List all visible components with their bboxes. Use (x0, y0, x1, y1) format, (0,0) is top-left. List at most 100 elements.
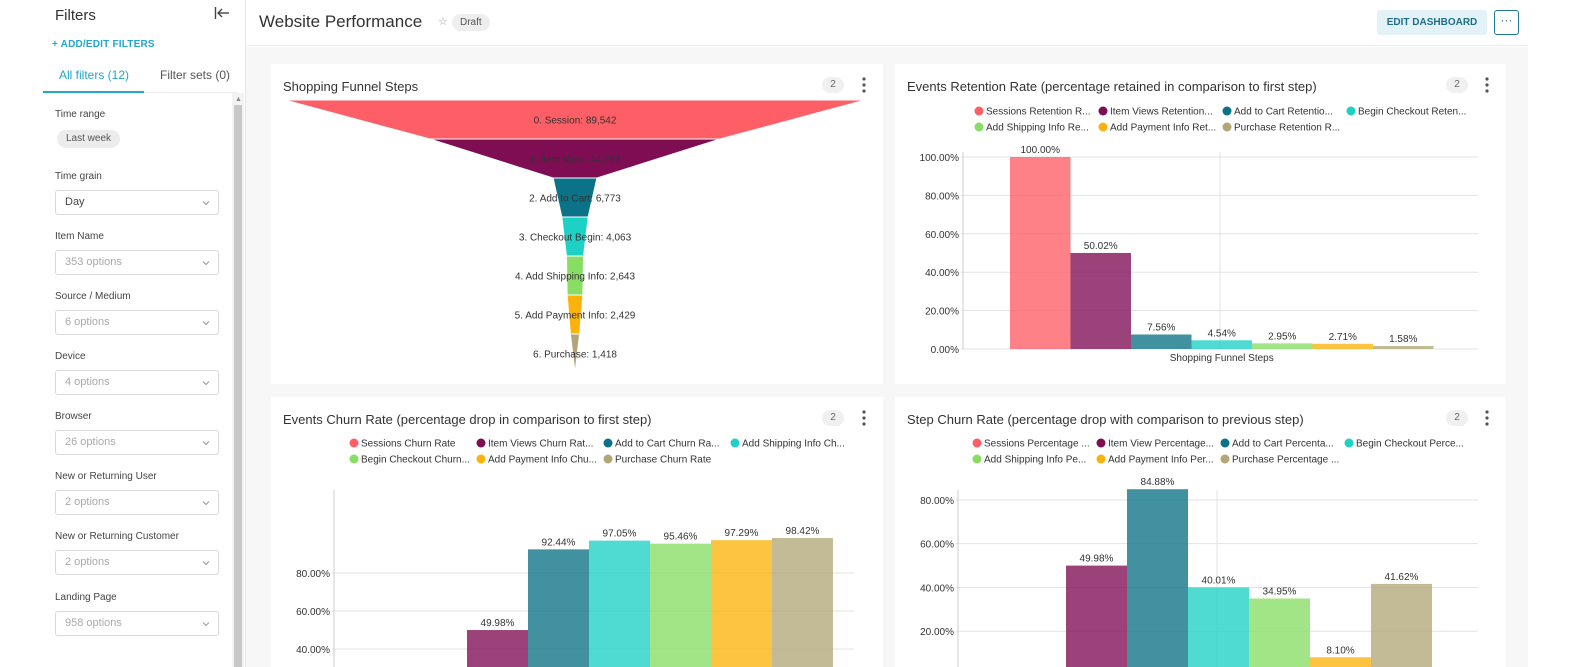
panel-menu-icon[interactable] (1483, 409, 1491, 427)
funnel-chart: 0. Session: 89,542 1. Item View: 44,793 2.… (284, 99, 866, 374)
chevron-down-icon (202, 561, 210, 566)
legend-label: Add Shipping Info Re... (986, 123, 1089, 134)
landing-page-placeholder: 958 options (65, 617, 122, 629)
filter-label-new-returning-user: New or Returning User (55, 471, 157, 482)
bar (1310, 657, 1371, 667)
chevron-down-icon (202, 321, 210, 326)
legend-marker (349, 454, 359, 464)
bar (1010, 157, 1071, 349)
time-range-chip[interactable]: Last week (57, 130, 121, 148)
y-tick-label: 60.00% (925, 230, 959, 241)
y-tick-label: 40.00% (920, 583, 954, 594)
bar (772, 538, 833, 667)
bar-value-label: 98.42% (786, 526, 820, 537)
status-badge: Draft (452, 14, 490, 31)
legend-label: Item View Percentage... (1108, 439, 1214, 450)
x-axis-label: Shopping Funnel Steps (1170, 353, 1274, 364)
right-gutter (1528, 0, 1592, 667)
scrollbar-thumb[interactable] (234, 105, 242, 667)
funnel-label: 1. Item View: 44,793 (530, 155, 621, 166)
legend-marker (1098, 106, 1108, 116)
legend-marker (1344, 438, 1354, 448)
events-churn-chart-panel: Events Churn Rate (percentage drop in co… (271, 397, 883, 667)
bar-value-label: 4.54% (1208, 328, 1236, 339)
chevron-down-icon (202, 201, 210, 206)
browser-select[interactable]: 26 options (55, 430, 219, 455)
source-medium-select[interactable]: 6 options (55, 310, 219, 335)
time-grain-select[interactable]: Day (55, 190, 219, 215)
legend-marker (974, 106, 984, 116)
tab-filter-sets[interactable]: Filter sets (0) (160, 68, 231, 82)
new-returning-customer-select[interactable]: 2 options (55, 550, 219, 575)
bar-value-label: 8.10% (1326, 645, 1354, 656)
sidebar-scrollbar[interactable]: ▲ (232, 93, 244, 667)
legend-label: Begin Checkout Churn... (361, 455, 470, 466)
legend-marker (476, 454, 486, 464)
panel-menu-icon[interactable] (1483, 76, 1491, 94)
add-edit-filters-button[interactable]: + ADD/EDIT FILTERS (52, 39, 155, 50)
funnel-label: 2. Add to Cart: 6,773 (529, 194, 621, 205)
legend-marker (1096, 438, 1106, 448)
legend-label: Add Payment Info Per... (1108, 455, 1214, 466)
bar (589, 540, 650, 667)
bar-value-label: 84.88% (1141, 477, 1175, 488)
landing-page-select[interactable]: 958 options (55, 611, 219, 636)
bar (1188, 587, 1249, 667)
funnel-label: 3. Checkout Begin: 4,063 (519, 233, 632, 244)
legend-label: Add Payment Info Chu... (488, 455, 597, 466)
panel-menu-icon[interactable] (860, 409, 868, 427)
device-select[interactable]: 4 options (55, 370, 219, 395)
filter-label-source-medium: Source / Medium (55, 291, 131, 302)
bar-value-label: 2.95% (1268, 331, 1296, 342)
y-tick-label: 0.00% (931, 345, 959, 356)
legend-label: Add to Cart Retentio... (1234, 107, 1333, 118)
funnel-label: 5. Add Payment Info: 2,429 (515, 311, 636, 322)
legend-marker (1222, 106, 1232, 116)
new-returning-customer-placeholder: 2 options (65, 556, 110, 568)
funnel-chart-panel: Shopping Funnel Steps 2 0. Session: 89,5… (271, 64, 883, 384)
legend-marker (1096, 454, 1106, 464)
new-returning-user-select[interactable]: 2 options (55, 490, 219, 515)
y-tick-label: 100.00% (920, 153, 960, 164)
item-name-placeholder: 353 options (65, 256, 122, 268)
y-tick-label: 40.00% (296, 645, 330, 656)
filters-sidebar: Filters + ADD/EDIT FILTERS All filters (… (0, 0, 246, 667)
y-tick-label: 80.00% (925, 191, 959, 202)
collapse-sidebar-icon[interactable] (214, 6, 232, 22)
filter-label-browser: Browser (55, 411, 92, 422)
legend-marker (972, 438, 982, 448)
bar (1373, 345, 1434, 349)
panel-menu-icon[interactable] (860, 76, 868, 94)
bar (1252, 343, 1313, 349)
filter-label-new-returning-customer: New or Returning Customer (55, 531, 179, 542)
bar-value-label: 49.98% (1080, 554, 1114, 565)
legend-marker (603, 454, 613, 464)
edit-dashboard-button[interactable]: EDIT DASHBOARD (1377, 10, 1487, 35)
favorite-star-icon[interactable]: ☆ (438, 16, 448, 28)
legend-label: Add Shipping Info Pe... (984, 455, 1086, 466)
bar (1066, 565, 1127, 667)
legend-marker (1346, 106, 1356, 116)
more-options-button[interactable]: ··· (1494, 10, 1519, 35)
panel-count-badge: 2 (822, 77, 844, 93)
chevron-down-icon (202, 441, 210, 446)
new-returning-user-placeholder: 2 options (65, 496, 110, 508)
legend-label: Purchase Churn Rate (615, 455, 712, 466)
tab-all-filters[interactable]: All filters (12) (59, 68, 130, 82)
legend-marker (1220, 454, 1230, 464)
legend-label: Purchase Percentage ... (1232, 455, 1339, 466)
bar-value-label: 34.95% (1263, 586, 1297, 597)
item-name-select[interactable]: 353 options (55, 250, 219, 275)
funnel-segment (569, 333, 581, 374)
dashboard-grid: Shopping Funnel Steps 2 0. Session: 89,5… (246, 47, 1528, 667)
legend-marker (972, 454, 982, 464)
filter-label-time-grain: Time grain (55, 171, 102, 182)
legend-label: Add Shipping Info Ch... (742, 439, 845, 450)
y-tick-label: 20.00% (925, 307, 959, 318)
legend-marker (1098, 122, 1108, 132)
chevron-down-icon (202, 622, 210, 627)
bar-value-label: 2.71% (1329, 332, 1357, 343)
legend-label: Sessions Retention R... (986, 107, 1091, 118)
scroll-up-icon[interactable]: ▲ (235, 96, 242, 103)
y-tick-label: 80.00% (920, 496, 954, 507)
